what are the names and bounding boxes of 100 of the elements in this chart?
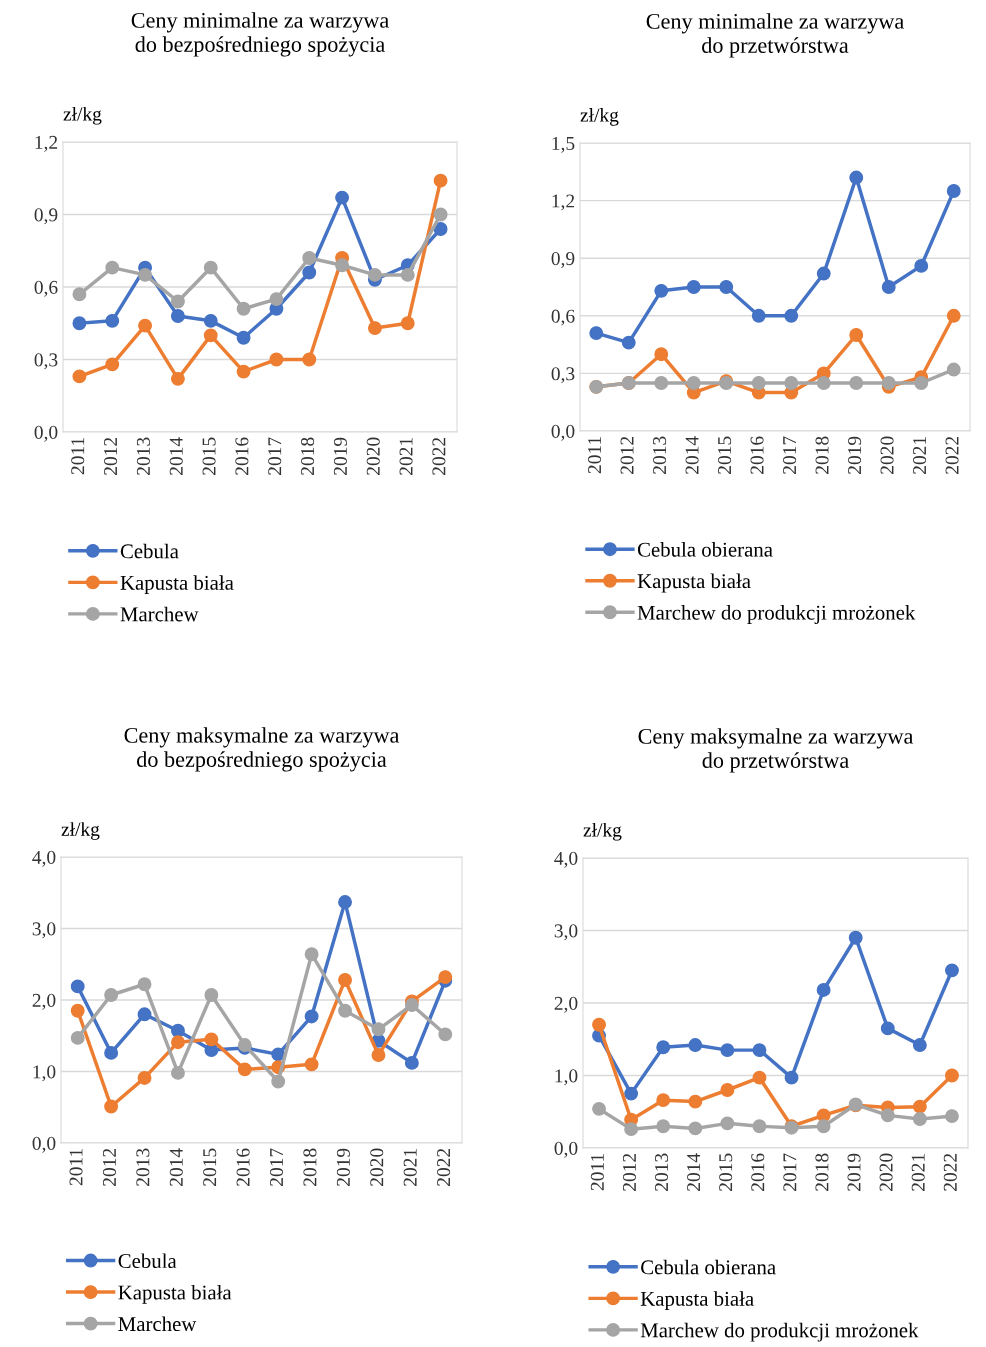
point [914,376,929,390]
point [686,376,701,390]
x-tick-label: 2012 [104,437,118,475]
y-tick-label: 1,0 [33,1065,56,1082]
point [236,364,251,379]
point [70,979,85,994]
y-tick-label: 0,0 [32,1136,56,1153]
point [946,362,961,377]
chart-title: Ceny minimalne za warzywa do przetwórstwa [646,13,904,58]
x-tick-label: 2021 [911,1154,925,1191]
legend-label: Kapusta biała [120,575,234,595]
x-tick-label: 2013 [654,1153,669,1191]
x-tick-label: 2013 [136,1148,150,1186]
point [752,1043,767,1058]
point [137,1070,152,1085]
point [752,1070,767,1085]
y-axis-title: zł/kg [583,822,622,841]
x-tick-label: 2020 [880,436,894,474]
point [338,895,352,909]
point [236,301,251,316]
point [720,1083,735,1097]
legend-label: Cebula obierana [637,542,773,557]
point [304,947,319,962]
point [848,930,863,945]
point [688,1121,703,1136]
point [946,308,961,323]
x-tick-label: 2013 [653,436,667,474]
point [170,309,185,323]
point [271,1074,286,1089]
y-tick-label: 2,0 [554,996,578,1013]
point [269,352,284,367]
x-tick-label: 2011 [71,438,85,475]
point [72,287,87,302]
legend-label: Kapusta biała [640,1291,754,1311]
point [371,1022,386,1037]
point [171,1035,185,1050]
x-tick-label: 2017 [269,1148,284,1186]
y-tick-label: 0,0 [554,1141,578,1158]
point [880,1021,895,1036]
point [137,1007,152,1022]
point [204,988,219,1002]
point [912,1112,927,1126]
point [237,1062,252,1077]
point [849,376,864,390]
point [654,347,669,362]
point [656,1119,671,1134]
point [104,988,119,1002]
x-tick-label: 2021 [399,438,413,475]
point [914,258,929,273]
point [751,376,766,390]
point [880,1108,895,1123]
x-tick-label: 2016 [751,1153,765,1191]
point [849,328,864,342]
y-tick-label: 3,0 [32,922,56,939]
point [688,1038,703,1052]
point [912,1038,927,1052]
point [371,1048,386,1063]
point [72,316,87,331]
x-tick-label: 2017 [268,437,282,475]
y-tick-label: 0,0 [34,425,58,442]
x-tick-label: 2020 [370,1148,384,1186]
point [946,184,961,198]
y-tick-label: 0,9 [551,252,575,268]
x-tick-label: 2015 [718,436,732,474]
point [589,326,604,341]
point [433,207,448,222]
point [621,335,636,350]
y-tick-label: 0,6 [34,280,58,297]
point [688,1094,703,1109]
x-tick-label: 2012 [620,436,634,474]
point [302,251,317,265]
point [400,316,415,331]
point [784,1070,799,1085]
point [105,357,120,372]
point [236,330,251,345]
point [105,313,120,328]
point [203,313,218,328]
chart-title: Ceny maksymalne za warzywa do przetwórstwa [638,728,914,773]
y-tick-label: 1,5 [552,136,575,153]
point [72,369,87,384]
x-tick-label: 2018 [301,437,315,475]
y-tick-label: 0,3 [551,367,575,384]
y-tick-label: 0,9 [34,208,58,225]
x-tick-label: 2017 [783,1153,797,1191]
x-tick-label: 2022 [437,1148,451,1186]
point [686,280,701,294]
y-tick-label: 4,0 [554,851,578,868]
point [816,1119,831,1134]
legend-label: Cebula [118,1253,177,1269]
point [752,1119,767,1134]
y-axis-title: zł/kg [63,106,102,125]
x-tick-label: 2018 [815,1153,829,1191]
point [105,260,120,275]
x-tick-label: 2013 [136,437,150,475]
point [881,376,896,390]
legend-label: Marchew do produkcji mrożonek [640,1322,919,1342]
y-tick-label: 0,3 [34,353,58,370]
legend-label: Kapusta biała [637,573,751,593]
point [204,1032,219,1047]
point [335,258,350,273]
